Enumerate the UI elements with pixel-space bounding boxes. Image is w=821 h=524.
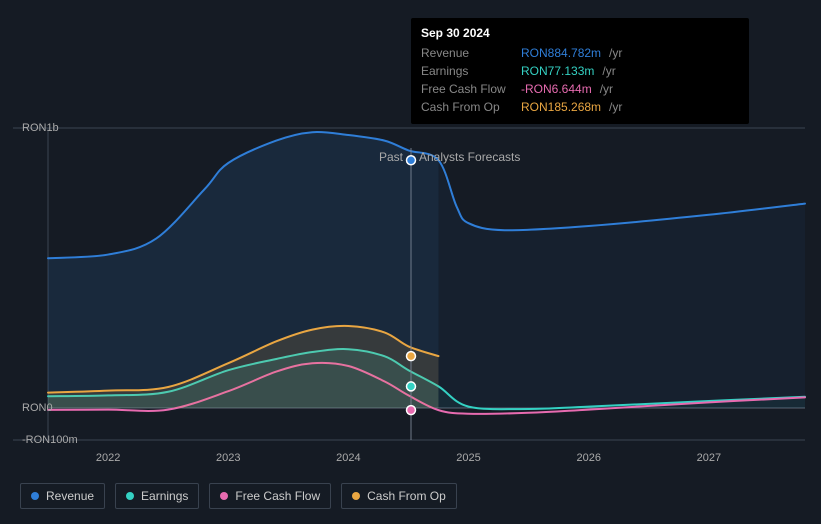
tooltip-series-value: RON884.782m	[521, 44, 601, 62]
legend-dot-icon	[352, 492, 360, 500]
tooltip-series-label: Revenue	[421, 44, 513, 62]
x-axis-label: 2026	[576, 452, 600, 464]
chart-tooltip: Sep 30 2024 RevenueRON884.782m/yrEarning…	[411, 18, 749, 124]
x-axis-label: 2025	[456, 452, 480, 464]
tooltip-row: Revenue RON884.782m/yr	[421, 44, 739, 62]
region-label-forecast: Analysts Forecasts	[419, 150, 520, 164]
tooltip-date: Sep 30 2024	[421, 26, 739, 40]
y-axis-label: -RON100m	[22, 434, 78, 446]
tooltip-series-label: Earnings	[421, 62, 513, 80]
tooltip-series-value: -RON6.644m	[521, 80, 592, 98]
tooltip-series-value: RON185.268m	[521, 98, 601, 116]
tooltip-series-label: Cash From Op	[421, 98, 513, 116]
region-label-past: Past	[379, 150, 403, 164]
legend-item[interactable]: Earnings	[115, 483, 199, 509]
legend-item-label: Earnings	[141, 489, 188, 503]
financials-chart: RON1b RON0 -RON100m 2022 2023 2024 2025 2026 20…	[0, 0, 821, 524]
tooltip-series-value: RON77.133m	[521, 62, 594, 80]
legend-item[interactable]: Cash From Op	[341, 483, 457, 509]
tooltip-row: Free Cash Flow -RON6.644m/yr	[421, 80, 739, 98]
tooltip-row: Cash From Op RON185.268m/yr	[421, 98, 739, 116]
tooltip-series-label: Free Cash Flow	[421, 80, 513, 98]
legend: Revenue Earnings Free Cash Flow Cash From O…	[20, 483, 457, 509]
legend-dot-icon	[220, 492, 228, 500]
x-axis-label: 2024	[336, 452, 360, 464]
legend-dot-icon	[126, 492, 134, 500]
tooltip-series-unit: /yr	[609, 44, 622, 62]
x-axis-label: 2027	[697, 452, 721, 464]
x-axis-label: 2023	[216, 452, 240, 464]
legend-item-label: Cash From Op	[367, 489, 446, 503]
y-axis-label: RON0	[22, 402, 53, 414]
tooltip-series-unit: /yr	[609, 98, 622, 116]
legend-dot-icon	[31, 492, 39, 500]
y-axis-label: RON1b	[22, 122, 59, 134]
tooltip-row: Earnings RON77.133m/yr	[421, 62, 739, 80]
tooltip-series-unit: /yr	[600, 80, 613, 98]
legend-item-label: Free Cash Flow	[235, 489, 320, 503]
legend-item[interactable]: Revenue	[20, 483, 105, 509]
x-axis-label: 2022	[96, 452, 120, 464]
legend-item-label: Revenue	[46, 489, 94, 503]
tooltip-series-unit: /yr	[602, 62, 615, 80]
legend-item[interactable]: Free Cash Flow	[209, 483, 331, 509]
